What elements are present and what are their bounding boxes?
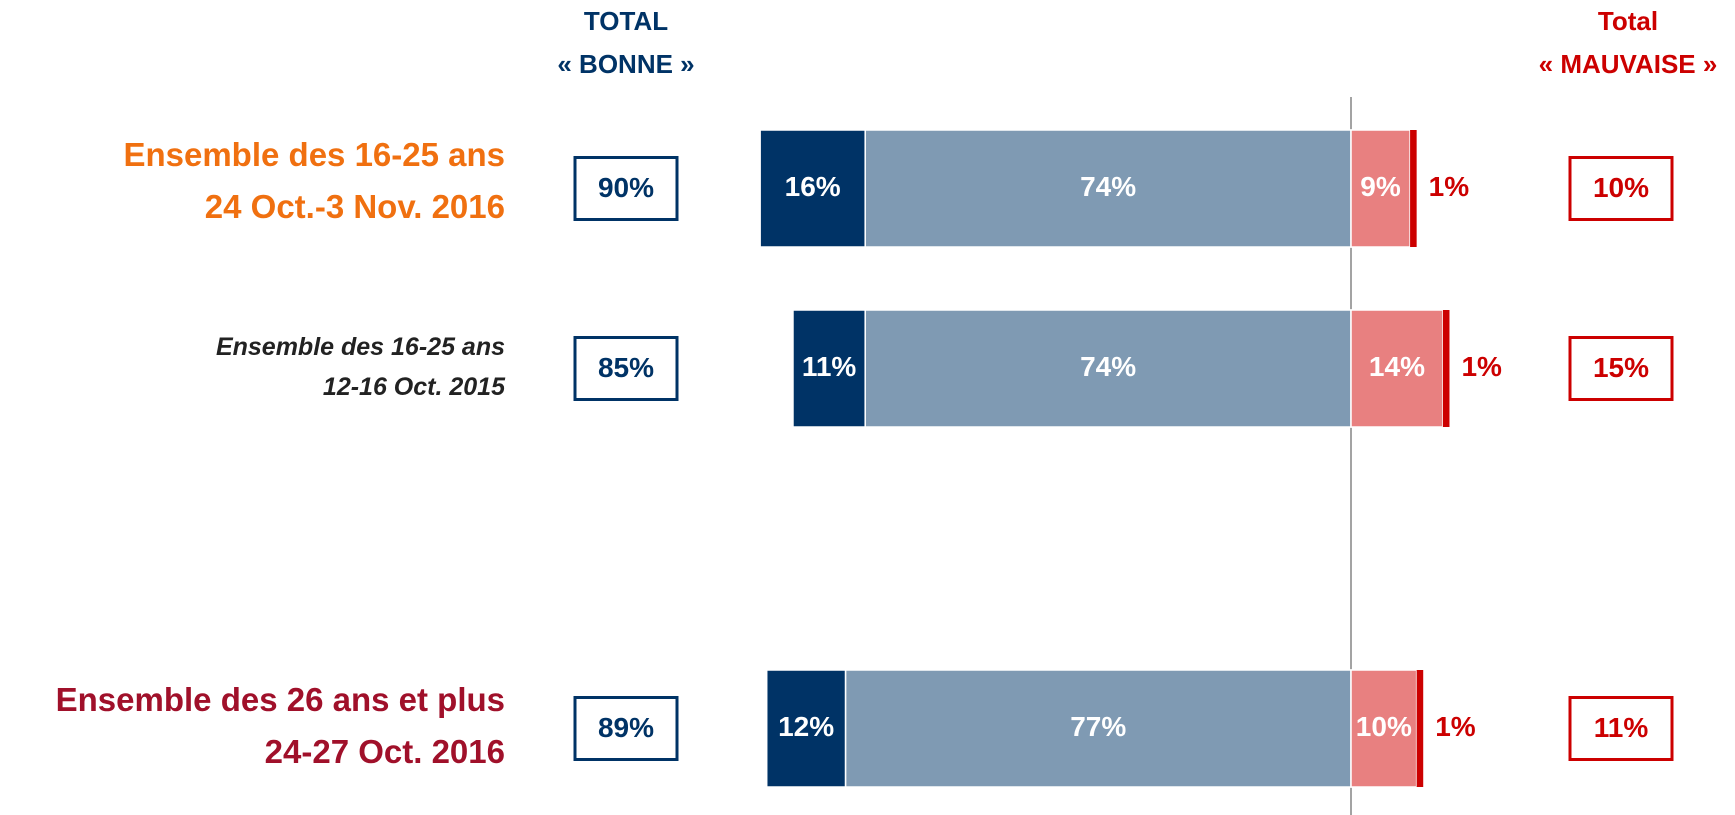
row-label: 12-16 Oct. 2015: [323, 373, 506, 401]
row-label: Ensemble des 16-25 ans: [216, 333, 505, 361]
bar-label: 14%: [1369, 351, 1425, 382]
total-label: 10%: [1593, 172, 1649, 203]
bar-segment: [1416, 670, 1424, 787]
total-box: [1568, 156, 1674, 221]
bar-segment: [759, 129, 866, 248]
bar-segment: [792, 309, 866, 428]
row-label: 24-27 Oct. 2016: [265, 733, 505, 770]
bar-label: 11%: [802, 351, 857, 382]
bar-label: 10%: [1356, 711, 1412, 742]
bar-label: 77%: [1070, 711, 1126, 742]
bar-label: 1%: [1461, 351, 1502, 382]
bar-label: 1%: [1429, 171, 1470, 202]
bar-label: 74%: [1080, 171, 1136, 202]
bar-label: 1%: [1435, 711, 1476, 742]
total-label: 89%: [598, 712, 654, 743]
bar-segment: [864, 129, 1352, 248]
bar-label: 74%: [1080, 351, 1136, 382]
bar-segment: [765, 669, 847, 788]
total-label: 90%: [598, 172, 654, 203]
total-label: 11%: [1594, 712, 1649, 743]
bar-label: 9%: [1360, 171, 1401, 202]
row-label: Ensemble des 16-25 ans: [123, 136, 505, 173]
bar-segment: [1350, 669, 1418, 788]
bar-label: 16%: [785, 171, 841, 202]
total-box: [573, 156, 679, 221]
total-box: [573, 696, 679, 761]
bar-segment: [1350, 129, 1411, 248]
row-label: Ensemble des 26 ans et plus: [56, 681, 505, 718]
total-label: 85%: [598, 352, 654, 383]
bar-segment: [1410, 130, 1417, 247]
bar-segment: [864, 309, 1352, 428]
total-box: [1568, 336, 1674, 401]
bar-segment: [1442, 310, 1450, 427]
bar-label: 12%: [778, 711, 834, 742]
header-bonne: TOTAL: [584, 6, 668, 36]
total-box: [573, 336, 679, 401]
header-mauvaise: Total: [1598, 6, 1658, 36]
header-mauvaise: « MAUVAISE »: [1539, 49, 1718, 79]
header-bonne: « BONNE »: [557, 49, 694, 79]
bar-segment: [844, 669, 1352, 788]
row-label: 24 Oct.-3 Nov. 2016: [205, 188, 505, 225]
total-box: [1568, 696, 1674, 761]
total-label: 15%: [1593, 352, 1649, 383]
